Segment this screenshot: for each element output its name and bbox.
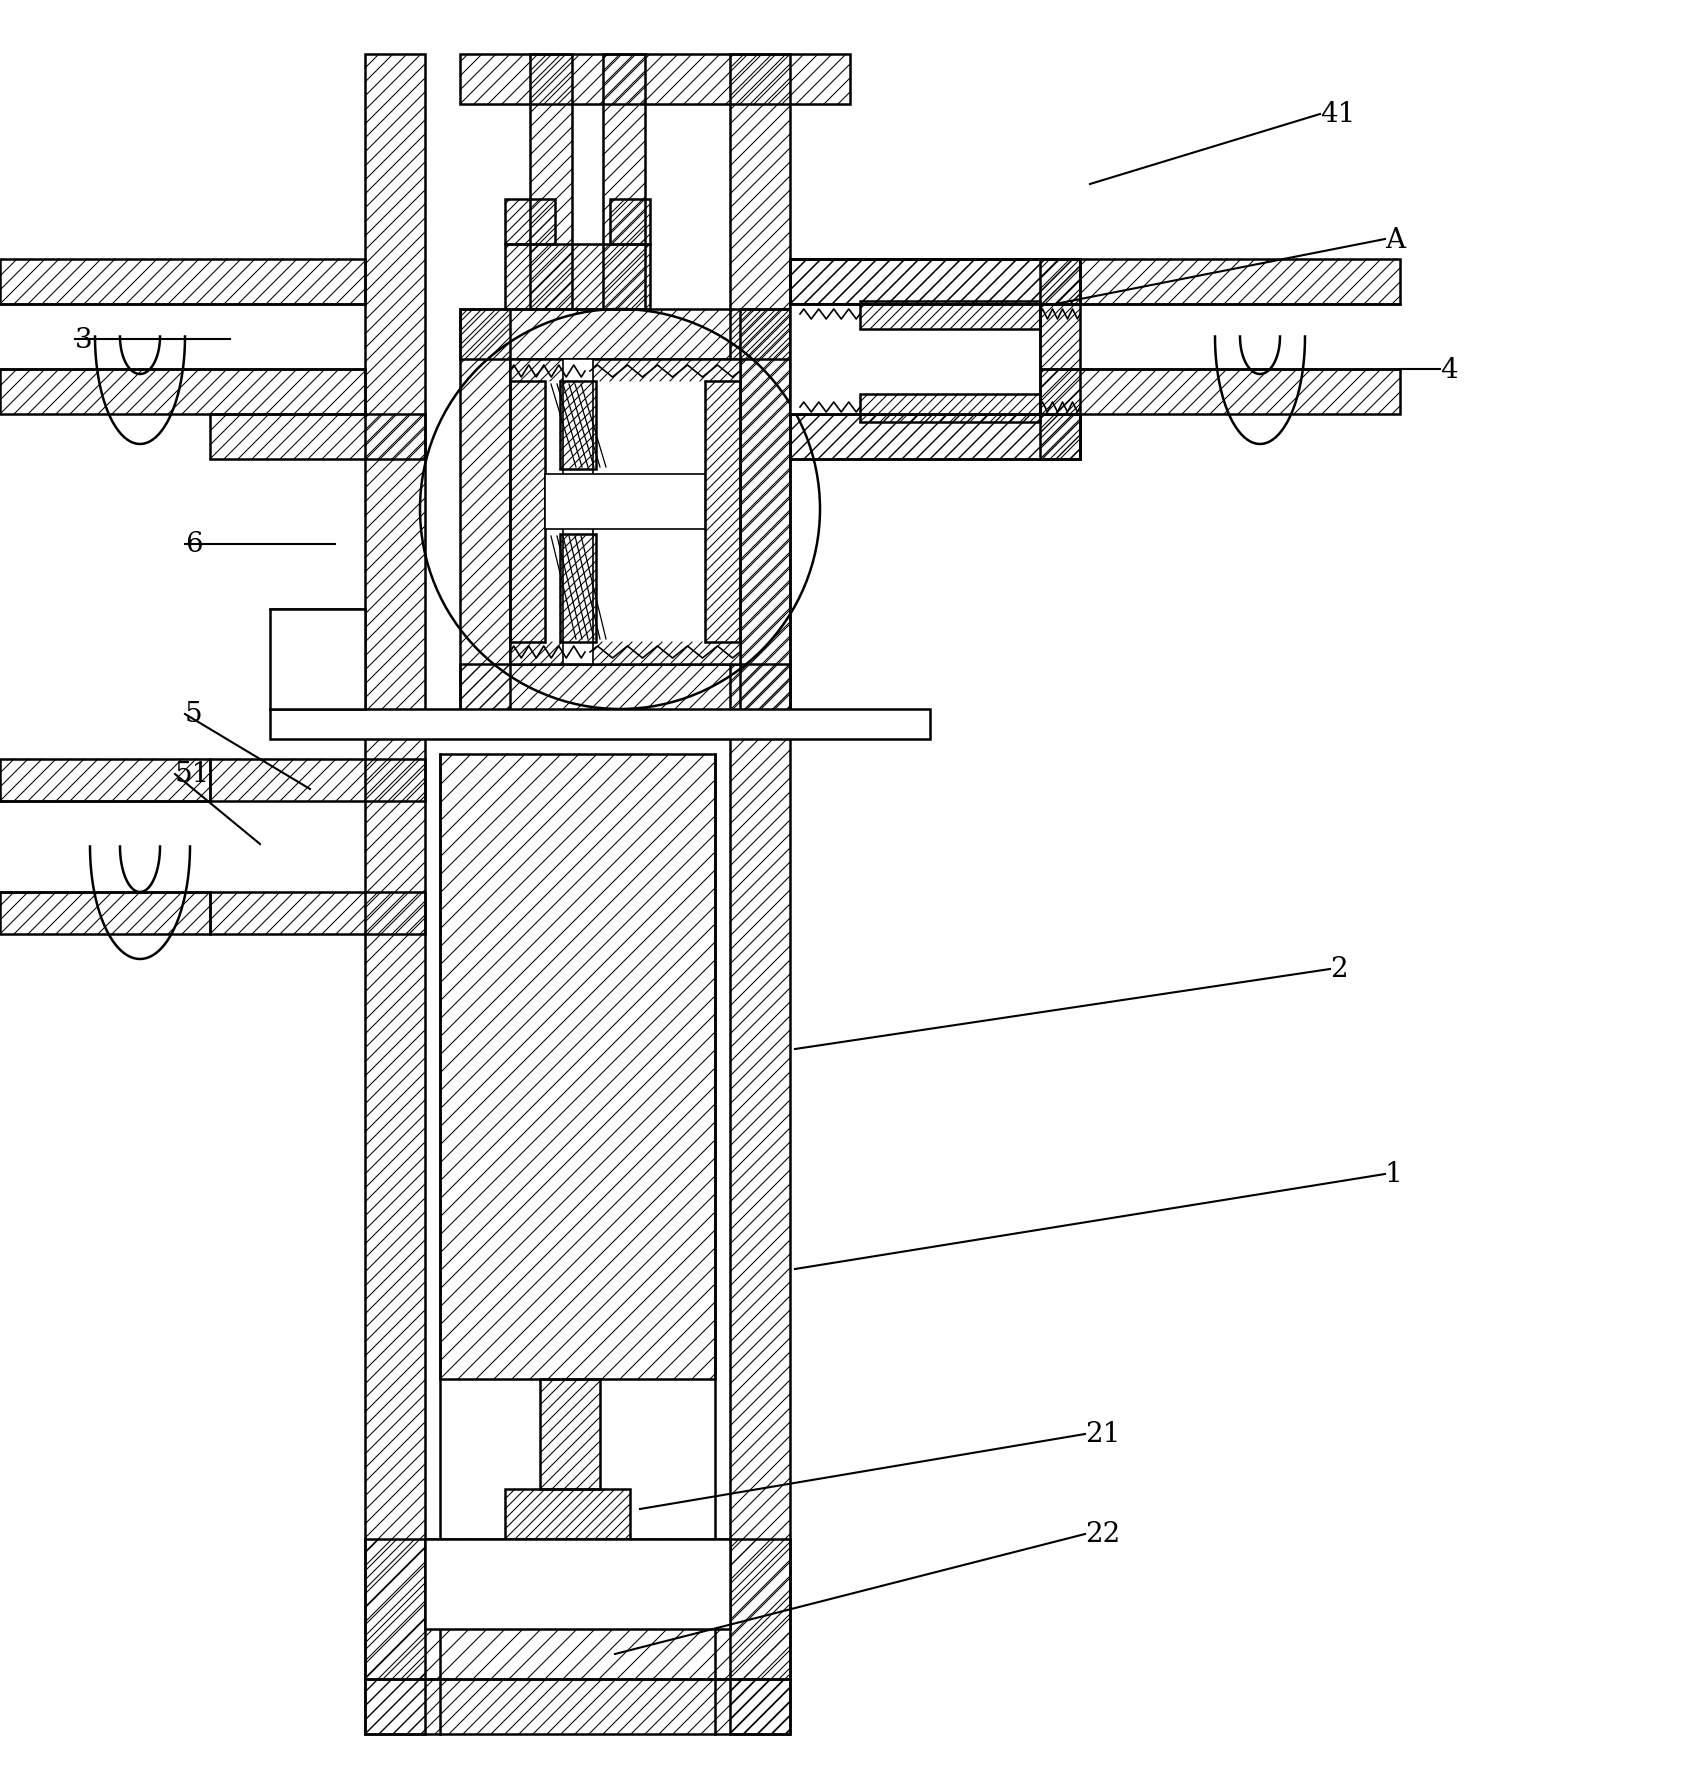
Bar bbox=[790, 260, 1080, 305]
Bar bbox=[504, 200, 555, 244]
Bar bbox=[859, 396, 1039, 422]
Bar bbox=[530, 55, 572, 310]
Bar bbox=[509, 360, 740, 665]
Bar bbox=[424, 1540, 730, 1629]
Text: 21: 21 bbox=[1085, 1420, 1119, 1447]
Bar bbox=[460, 310, 790, 360]
Text: 1: 1 bbox=[1384, 1160, 1403, 1189]
Bar bbox=[460, 665, 790, 715]
Bar bbox=[0, 371, 365, 415]
Bar bbox=[504, 1490, 630, 1540]
Text: 3: 3 bbox=[75, 326, 93, 353]
Bar bbox=[211, 893, 424, 934]
Bar bbox=[790, 371, 1399, 415]
Text: 6: 6 bbox=[185, 531, 202, 558]
Text: 41: 41 bbox=[1319, 102, 1355, 128]
Bar bbox=[562, 360, 593, 665]
Text: 4: 4 bbox=[1440, 356, 1457, 383]
Bar bbox=[545, 474, 705, 529]
Bar bbox=[603, 55, 645, 310]
Bar bbox=[540, 1379, 599, 1490]
Bar bbox=[365, 1679, 790, 1734]
Bar bbox=[560, 381, 596, 470]
Text: 22: 22 bbox=[1085, 1520, 1119, 1547]
Bar bbox=[365, 1540, 790, 1679]
Bar bbox=[740, 310, 790, 715]
Bar bbox=[610, 200, 650, 244]
Bar bbox=[509, 381, 545, 643]
Bar bbox=[211, 759, 424, 802]
Bar bbox=[790, 260, 1399, 305]
Bar bbox=[0, 260, 365, 305]
Bar bbox=[1039, 260, 1080, 460]
Text: 5: 5 bbox=[185, 700, 202, 729]
Bar bbox=[0, 893, 211, 934]
Bar bbox=[460, 55, 849, 105]
Bar bbox=[790, 415, 1080, 460]
Text: 51: 51 bbox=[175, 761, 211, 788]
Bar bbox=[440, 754, 715, 1379]
Bar bbox=[504, 244, 650, 310]
Bar bbox=[705, 381, 740, 643]
Text: A: A bbox=[1384, 226, 1404, 253]
Bar bbox=[270, 709, 929, 740]
Bar bbox=[790, 305, 1039, 415]
Bar bbox=[270, 609, 365, 709]
Bar bbox=[790, 415, 1080, 460]
Bar bbox=[859, 301, 1039, 330]
Text: 2: 2 bbox=[1330, 955, 1347, 984]
Bar bbox=[0, 759, 211, 802]
Bar bbox=[790, 260, 1080, 305]
Bar bbox=[211, 415, 424, 460]
Bar bbox=[560, 535, 596, 643]
Bar bbox=[460, 310, 509, 715]
Bar bbox=[730, 55, 790, 1734]
Bar bbox=[365, 55, 424, 1734]
